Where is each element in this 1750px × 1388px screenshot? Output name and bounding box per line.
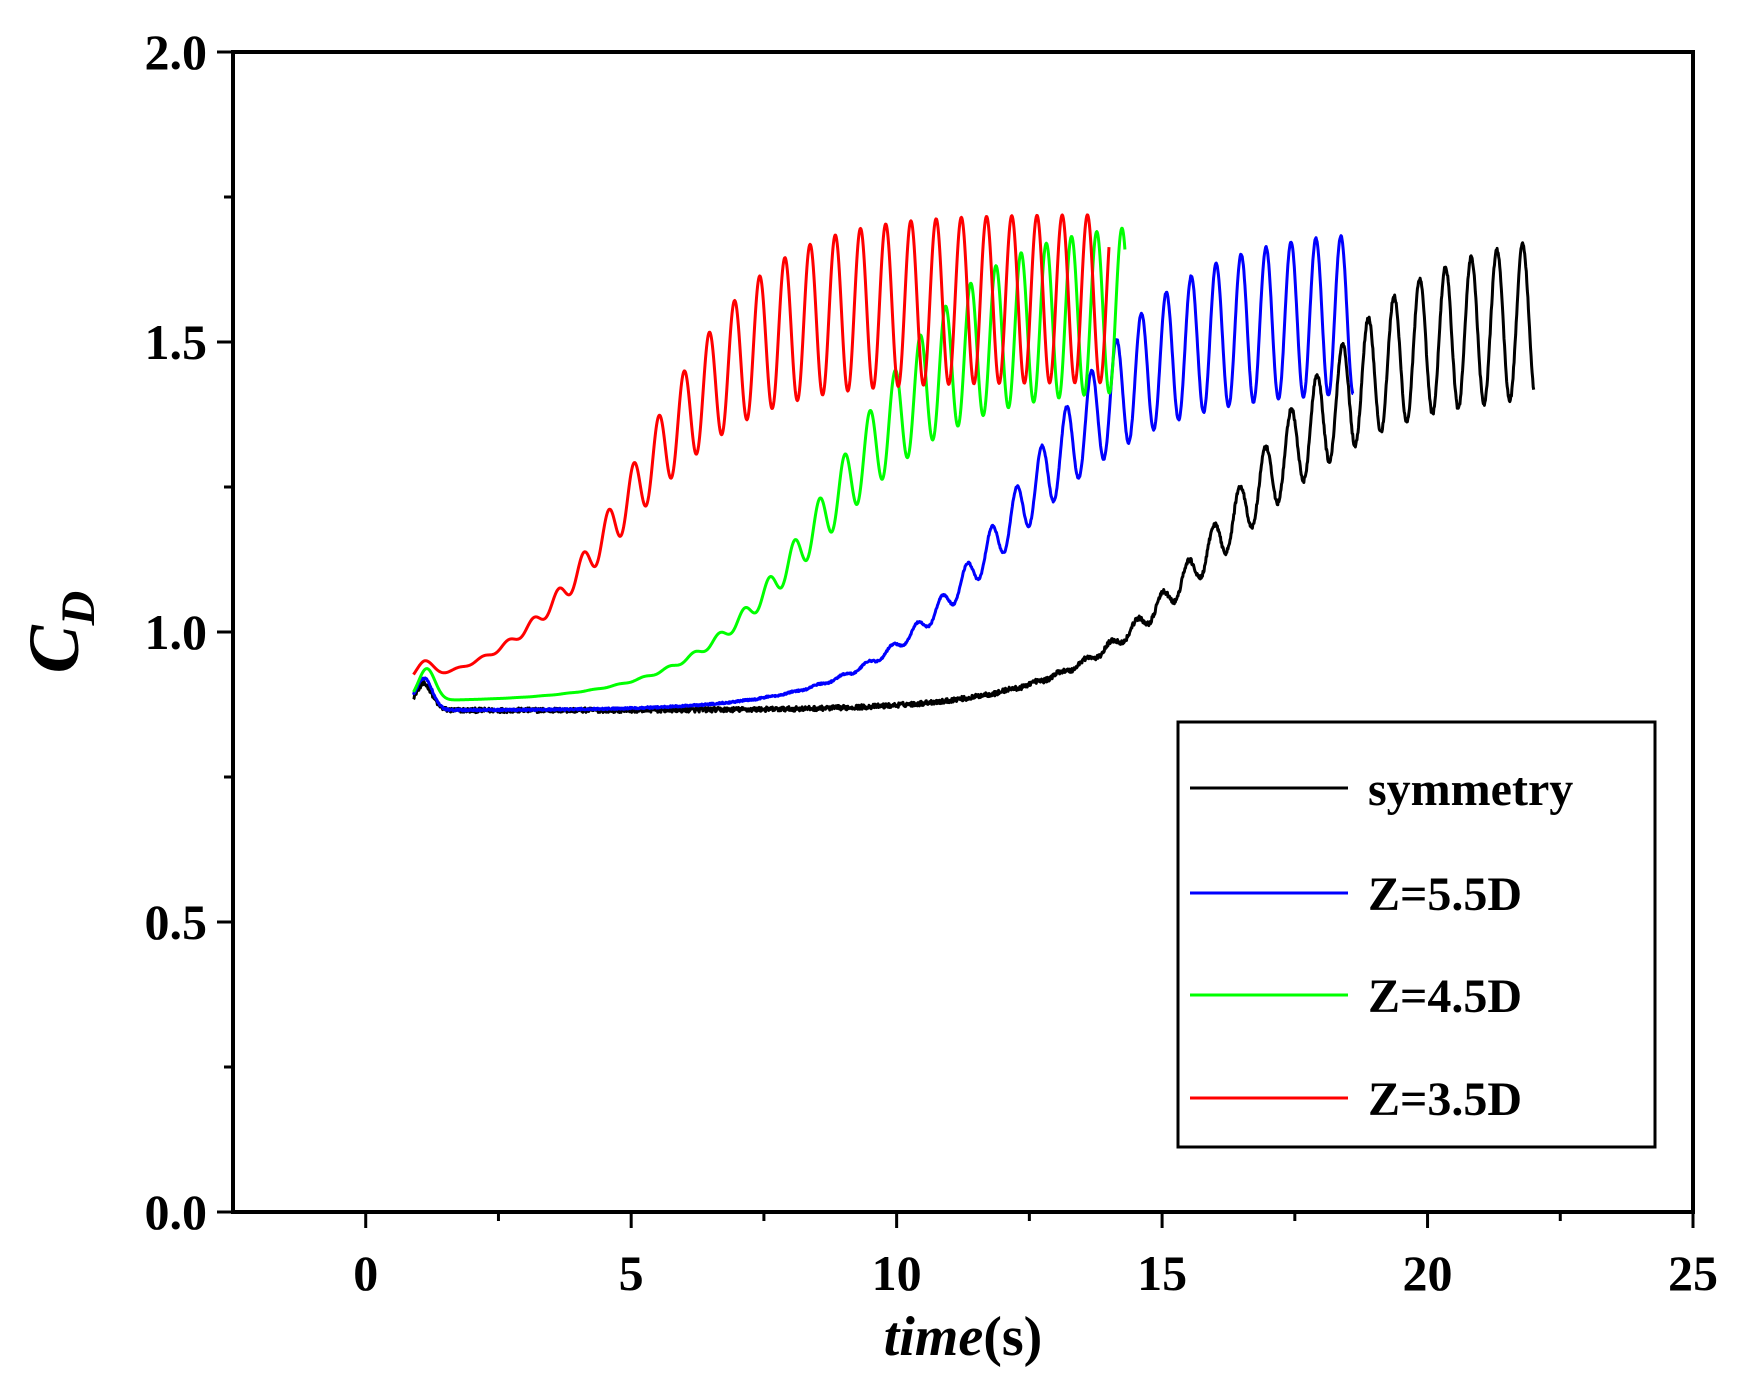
y-tick-label: 0.5 (145, 894, 208, 950)
y-tick-label: 1.5 (145, 314, 208, 370)
y-axis-title: CD (14, 591, 105, 674)
x-tick-label: 5 (619, 1245, 644, 1301)
y-tick-label: 2.0 (145, 24, 208, 80)
series-line-z-3-5d (412, 213, 1111, 676)
series-layer (412, 213, 1536, 715)
series-line-z-5-5d (412, 234, 1355, 713)
x-tick-label: 25 (1668, 1245, 1718, 1301)
y-tick-label: 1.0 (145, 604, 208, 660)
legend-box (1176, 720, 1657, 1149)
x-axis-title: time(s) (884, 1306, 1043, 1368)
axis-tick-labels: 0 5 10 15 20 25 0.0 0.5 1.0 1.5 2.0 (145, 24, 1719, 1301)
legend-item: Z=4.5D (1190, 970, 1522, 1023)
y-axis-title-main: C (14, 624, 94, 673)
series-line-z-4-5d (412, 226, 1127, 702)
x-axis-title-italic: time (884, 1306, 984, 1368)
legend-item: Z=5.5D (1190, 868, 1522, 921)
legend-label: Z=3.5D (1368, 1073, 1522, 1126)
x-tick-label: 15 (1137, 1245, 1187, 1301)
axis-ticks (217, 50, 1695, 1228)
x-axis-title-unit: (s) (983, 1306, 1042, 1368)
x-tick-label: 20 (1403, 1245, 1453, 1301)
x-tick-label: 10 (872, 1245, 922, 1301)
legend: symmetry Z=5.5D Z=4.5D Z=3.5D (1176, 720, 1657, 1149)
legend-label: symmetry (1368, 763, 1573, 816)
legend-item: symmetry (1190, 763, 1573, 816)
x-tick-label: 0 (353, 1245, 378, 1301)
legend-item: Z=3.5D (1190, 1073, 1522, 1126)
legend-label: Z=5.5D (1368, 868, 1522, 921)
legend-items: symmetry Z=5.5D Z=4.5D Z=3.5D (1190, 763, 1573, 1126)
y-tick-label: 0.0 (145, 1184, 208, 1240)
legend-label: Z=4.5D (1368, 970, 1522, 1023)
y-axis-title-sub: D (52, 591, 105, 627)
